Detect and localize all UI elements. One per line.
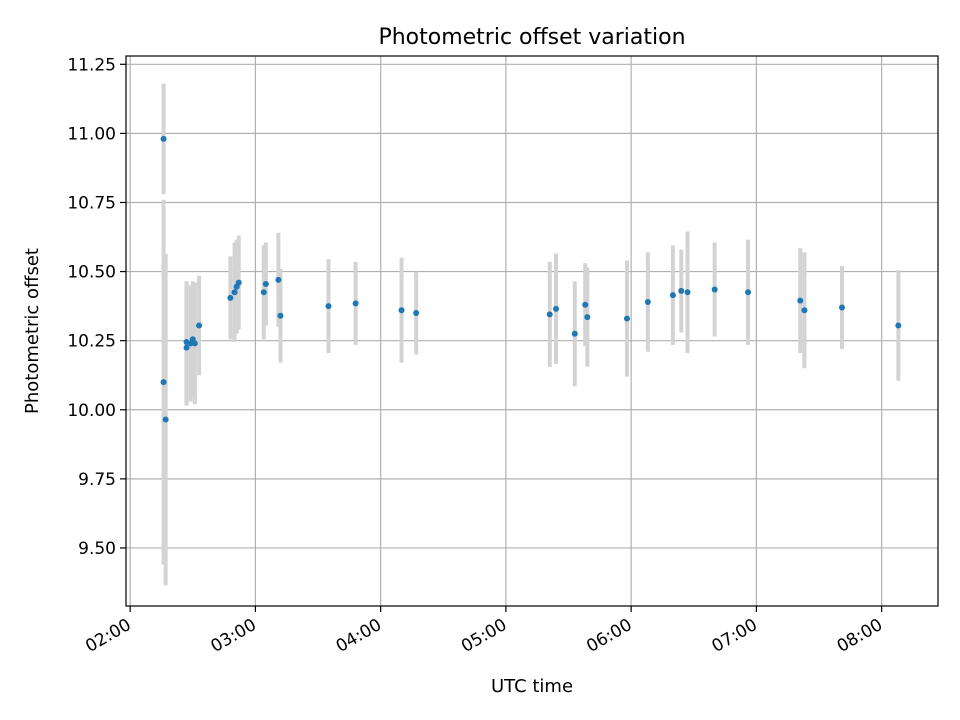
data-point <box>623 315 630 322</box>
y-tick-label: 10.75 <box>67 193 116 213</box>
data-point <box>644 298 651 305</box>
data-point <box>262 281 269 288</box>
data-point <box>669 292 676 299</box>
data-point <box>260 289 267 296</box>
y-tick-label: 10.25 <box>67 332 116 352</box>
data-point <box>325 303 332 310</box>
data-point <box>582 301 589 308</box>
data-point <box>413 310 420 317</box>
data-point <box>277 312 284 319</box>
data-point <box>553 305 560 312</box>
data-point <box>196 322 203 329</box>
data-point <box>895 322 902 329</box>
y-tick-label: 10.50 <box>67 263 116 283</box>
data-point <box>235 279 242 286</box>
y-tick-label: 9.75 <box>78 470 116 490</box>
data-point <box>231 289 238 296</box>
data-point <box>678 287 685 294</box>
data-point <box>227 294 234 301</box>
data-point <box>711 286 718 293</box>
x-axis-label: UTC time <box>491 676 573 697</box>
data-point <box>838 304 845 311</box>
data-point <box>162 416 169 423</box>
grid <box>126 56 938 606</box>
y-axis-label: Photometric offset <box>22 248 43 414</box>
data-point <box>684 289 691 296</box>
data-point <box>183 344 190 351</box>
plot-frame <box>125 55 939 607</box>
data-point <box>191 340 198 347</box>
data-point <box>571 330 578 337</box>
data-point <box>275 276 282 283</box>
data-points <box>160 135 902 423</box>
data-point <box>584 314 591 321</box>
data-point <box>160 135 167 142</box>
y-tick-label: 11.00 <box>67 124 116 144</box>
data-point <box>745 289 752 296</box>
y-axis-ticks: 9.50 9.75 10.00 10.25 10.50 10.75 11.00 11.25 <box>67 55 126 559</box>
y-tick-label: 11.25 <box>67 55 116 75</box>
data-point <box>398 307 405 314</box>
y-tick-label: 10.00 <box>67 401 116 421</box>
chart-title: Photometric offset variation <box>378 25 685 50</box>
data-point <box>801 307 808 314</box>
y-tick-label: 9.50 <box>78 539 116 559</box>
data-point <box>546 311 553 318</box>
data-point <box>160 379 167 386</box>
data-point <box>352 300 359 307</box>
data-point <box>797 297 804 304</box>
